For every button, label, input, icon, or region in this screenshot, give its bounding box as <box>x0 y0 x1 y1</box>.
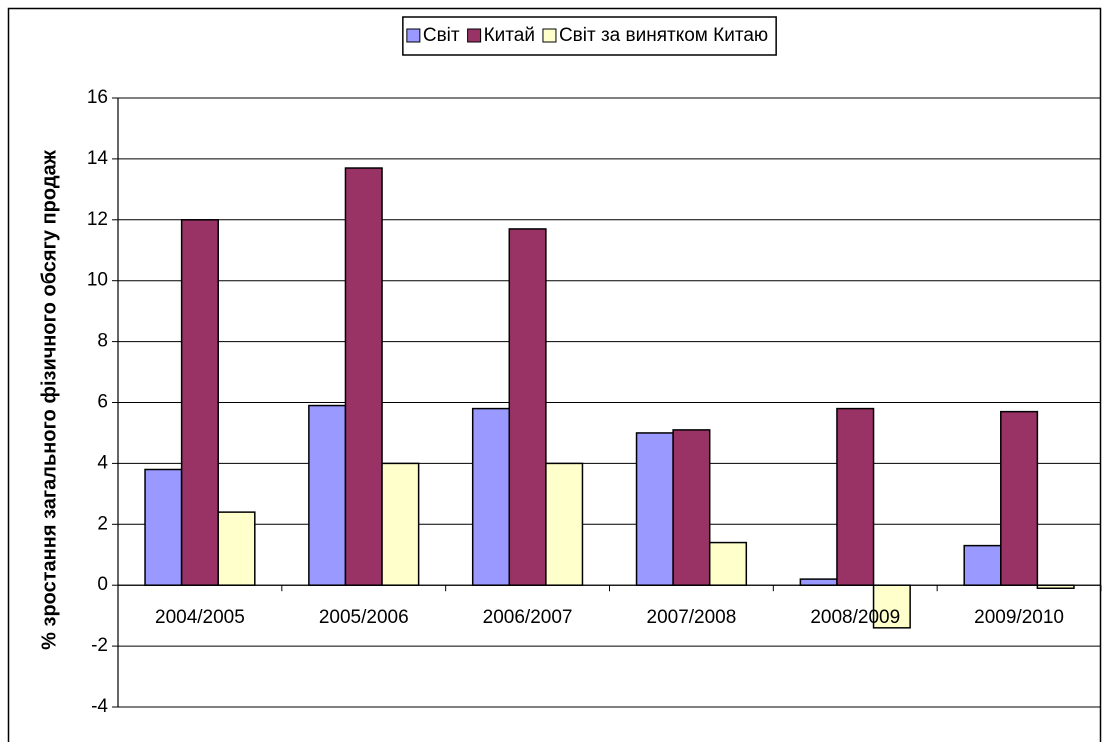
bar <box>799 578 838 586</box>
legend-label: Світ <box>423 25 460 46</box>
x-tick-label: 2008/2009 <box>810 607 900 628</box>
x-tick-label: 2006/2007 <box>483 607 573 628</box>
y-tick-label: 14 <box>87 148 109 169</box>
y-tick-label: 8 <box>97 331 108 352</box>
bar <box>471 407 511 586</box>
legend-swatch <box>406 28 421 43</box>
y-tick-label: 10 <box>87 270 108 291</box>
bar <box>381 462 420 586</box>
bar <box>672 429 711 586</box>
bar <box>872 584 911 629</box>
bar <box>963 544 1002 586</box>
bar <box>308 404 347 586</box>
y-tick-label: 2 <box>97 513 108 534</box>
legend-label: Світ за винятком Китаю <box>559 25 768 46</box>
bar <box>635 432 674 586</box>
bar <box>1000 410 1039 586</box>
y-tick-label: 16 <box>87 87 108 108</box>
legend <box>402 16 777 56</box>
y-tick-label: -4 <box>91 696 108 717</box>
bar <box>144 468 183 586</box>
bar <box>217 511 256 586</box>
chart-border <box>7 7 1102 742</box>
bar <box>545 462 584 586</box>
y-tick-label: 4 <box>97 452 108 473</box>
x-tick-label: 2005/2006 <box>319 607 409 628</box>
legend-label: Китай <box>484 25 535 46</box>
y-tick-label: -2 <box>91 635 108 656</box>
x-tick-label: 2007/2008 <box>647 607 737 628</box>
y-tick-label: 6 <box>97 392 108 413</box>
bar <box>180 219 219 586</box>
y-axis-title: % зростання загального фізичного обсягу … <box>38 149 60 649</box>
bar <box>508 228 547 586</box>
bar <box>708 541 748 586</box>
bar <box>344 167 383 586</box>
bar <box>836 407 875 586</box>
x-tick-label: 2004/2005 <box>155 607 245 628</box>
x-tick-label: 2009/2010 <box>974 607 1064 628</box>
legend-swatch <box>542 28 557 43</box>
y-tick-label: 12 <box>87 209 108 230</box>
legend-swatch <box>467 28 482 43</box>
y-tick-label: 0 <box>97 574 108 595</box>
